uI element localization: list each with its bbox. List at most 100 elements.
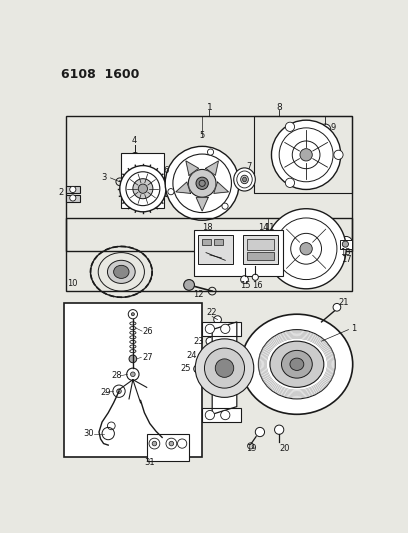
Text: 2: 2: [58, 188, 63, 197]
Circle shape: [177, 439, 187, 448]
Circle shape: [300, 243, 312, 255]
Bar: [202, 408, 241, 422]
Circle shape: [131, 313, 134, 316]
Bar: [247, 252, 274, 260]
Circle shape: [117, 389, 121, 393]
Text: 17: 17: [341, 255, 352, 264]
Bar: [202, 239, 211, 245]
Ellipse shape: [243, 177, 246, 182]
Circle shape: [205, 410, 215, 419]
Bar: [66, 116, 353, 251]
Circle shape: [266, 209, 346, 289]
Circle shape: [113, 385, 125, 398]
Text: 5: 5: [200, 131, 205, 140]
Circle shape: [241, 276, 248, 284]
Circle shape: [70, 187, 76, 192]
Bar: [64, 303, 202, 457]
Circle shape: [255, 427, 264, 437]
Circle shape: [196, 177, 208, 189]
Circle shape: [166, 438, 177, 449]
Circle shape: [165, 147, 239, 220]
Text: 30: 30: [83, 429, 93, 438]
Text: 3: 3: [101, 173, 106, 182]
Circle shape: [184, 280, 195, 290]
Polygon shape: [212, 322, 237, 414]
Circle shape: [207, 149, 214, 155]
Bar: [121, 152, 164, 208]
Circle shape: [102, 427, 114, 440]
Text: 10: 10: [67, 279, 78, 288]
Text: 6: 6: [163, 166, 168, 175]
Circle shape: [300, 149, 312, 161]
Ellipse shape: [241, 175, 248, 184]
Circle shape: [133, 179, 153, 199]
Text: 28: 28: [111, 372, 122, 381]
Bar: [215, 239, 223, 245]
Circle shape: [334, 150, 343, 159]
Circle shape: [221, 324, 230, 334]
Bar: [66, 218, 353, 291]
Circle shape: [340, 237, 353, 249]
Text: 31: 31: [144, 458, 155, 467]
Text: 9: 9: [331, 123, 336, 132]
Polygon shape: [196, 198, 208, 211]
Text: 6108  1600: 6108 1600: [61, 68, 140, 81]
Text: 22: 22: [206, 308, 217, 317]
Text: 13: 13: [340, 248, 350, 257]
Text: 1: 1: [207, 103, 213, 112]
Bar: [247, 239, 274, 249]
Text: 24: 24: [187, 351, 197, 360]
Ellipse shape: [113, 265, 129, 278]
Circle shape: [195, 339, 254, 398]
Circle shape: [215, 359, 234, 377]
Text: 26: 26: [142, 327, 153, 336]
Circle shape: [320, 124, 331, 135]
Text: 14: 14: [258, 223, 269, 232]
Circle shape: [127, 368, 139, 381]
Ellipse shape: [107, 260, 135, 284]
Circle shape: [128, 310, 137, 319]
Bar: [254, 116, 353, 193]
Circle shape: [149, 438, 160, 449]
Text: 18: 18: [202, 223, 213, 232]
Circle shape: [120, 166, 166, 212]
Circle shape: [200, 351, 208, 359]
Circle shape: [342, 241, 348, 247]
Circle shape: [169, 441, 174, 446]
Bar: [195, 230, 283, 276]
Text: 21: 21: [339, 298, 349, 307]
Text: 1: 1: [351, 324, 356, 333]
Circle shape: [285, 178, 295, 188]
Bar: [340, 239, 352, 249]
Circle shape: [285, 122, 295, 132]
Ellipse shape: [270, 341, 324, 387]
Circle shape: [152, 441, 157, 446]
Circle shape: [194, 365, 202, 373]
Bar: [166, 174, 174, 191]
Circle shape: [129, 355, 137, 363]
Text: 11: 11: [264, 223, 275, 232]
Text: 12: 12: [193, 290, 204, 300]
Text: 23: 23: [193, 337, 204, 346]
Bar: [202, 322, 241, 336]
Circle shape: [252, 274, 258, 280]
Ellipse shape: [241, 314, 353, 414]
Polygon shape: [206, 161, 218, 175]
Circle shape: [70, 195, 76, 201]
Text: 19: 19: [246, 445, 257, 454]
Text: 7: 7: [246, 162, 251, 171]
Circle shape: [206, 337, 214, 345]
Circle shape: [204, 348, 244, 388]
Text: 27: 27: [142, 353, 153, 362]
Text: 29: 29: [100, 388, 111, 397]
Polygon shape: [214, 182, 228, 193]
Circle shape: [188, 169, 216, 197]
Text: 4: 4: [132, 136, 137, 144]
Bar: [198, 235, 233, 264]
Ellipse shape: [282, 350, 312, 378]
Circle shape: [131, 372, 135, 377]
Circle shape: [333, 303, 341, 311]
Circle shape: [222, 203, 228, 209]
Text: 16: 16: [252, 281, 263, 290]
Bar: [243, 235, 277, 264]
